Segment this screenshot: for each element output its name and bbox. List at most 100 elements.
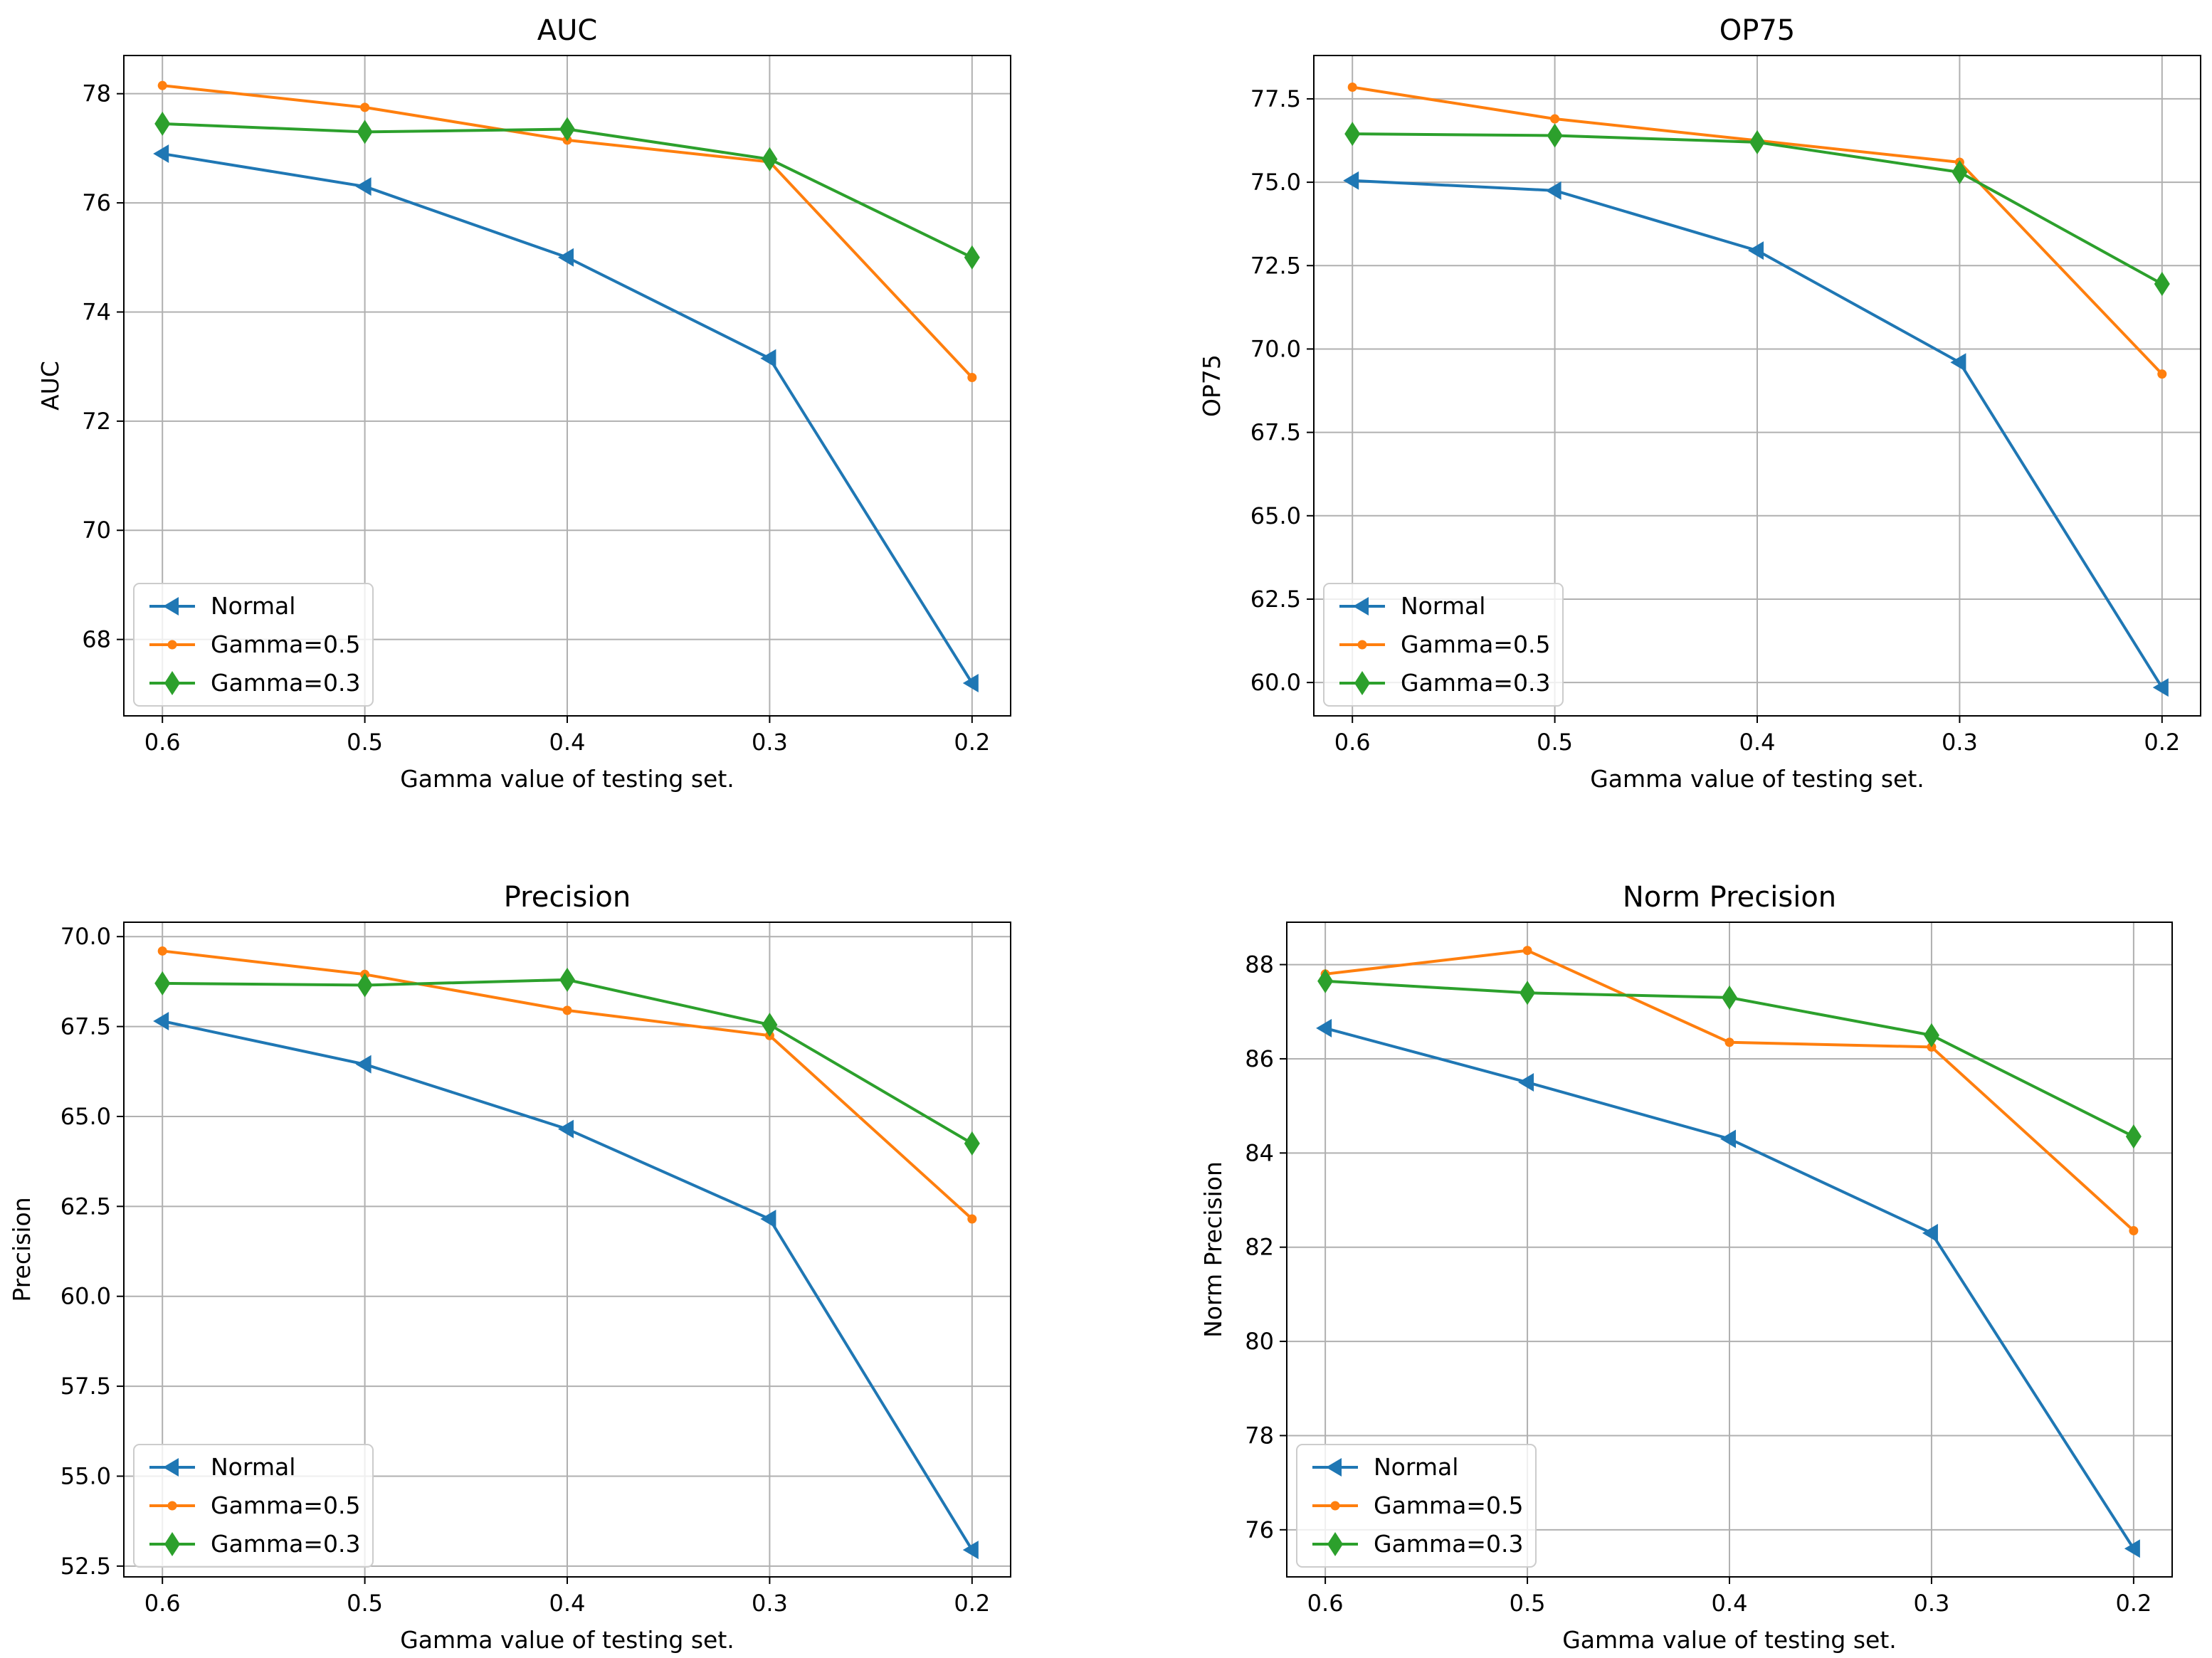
y-tick-label: 72 xyxy=(82,408,111,435)
data-point xyxy=(1316,1018,1332,1037)
x-tick-label: 0.4 xyxy=(1739,729,1776,756)
legend-marker xyxy=(1327,1532,1343,1556)
y-tick-label: 70 xyxy=(82,517,111,544)
y-tick-label: 86 xyxy=(1245,1045,1274,1072)
data-point xyxy=(2124,1539,2140,1558)
y-tick-label: 75.0 xyxy=(1250,169,1301,196)
y-tick-label: 82 xyxy=(1245,1234,1274,1261)
y-tick-label: 57.5 xyxy=(60,1373,111,1400)
legend-box xyxy=(133,583,374,707)
data-point xyxy=(762,147,778,171)
x-tick-label: 0.2 xyxy=(2115,1590,2152,1617)
data-point xyxy=(1722,985,1737,1010)
x-tick-label: 0.5 xyxy=(347,729,383,756)
y-tick-label: 62.5 xyxy=(60,1193,111,1220)
x-tick-label: 0.6 xyxy=(144,1590,181,1617)
data-point xyxy=(760,349,776,368)
y-tick-label: 52.5 xyxy=(60,1553,111,1580)
x-tick-label: 0.2 xyxy=(954,1590,990,1617)
data-point xyxy=(2157,369,2167,379)
data-point xyxy=(357,973,373,998)
y-tick-label: 80 xyxy=(1245,1328,1274,1355)
y-tick-label: 78 xyxy=(1245,1422,1274,1449)
data-point xyxy=(1923,1023,1939,1047)
data-point xyxy=(360,102,370,112)
y-tick-label: 72.5 xyxy=(1250,252,1301,279)
legend-entry: Gamma=0.5 xyxy=(211,1491,360,1519)
legend: Normal Gamma=0.5 Gamma=0.3 xyxy=(1323,583,1564,707)
legend-entry: Normal xyxy=(211,592,295,620)
y-tick-label: 65.0 xyxy=(1250,502,1301,529)
x-tick-label: 0.4 xyxy=(549,729,586,756)
legend-entry: Gamma=0.3 xyxy=(211,1530,360,1558)
x-tick-label: 0.3 xyxy=(1942,729,1978,756)
legend-box xyxy=(1296,1444,1537,1568)
x-tick-label: 0.5 xyxy=(1510,1590,1546,1617)
data-point xyxy=(1720,1129,1736,1149)
data-point xyxy=(2129,1226,2139,1236)
y-tick-label: 60.0 xyxy=(1250,669,1301,696)
data-point xyxy=(1547,123,1563,148)
legend-box xyxy=(133,1444,374,1568)
data-point xyxy=(962,673,979,692)
data-point xyxy=(1922,1223,1938,1242)
y-tick-label: 62.5 xyxy=(1250,586,1301,613)
x-tick-label: 0.6 xyxy=(1334,729,1371,756)
legend-entry: Normal xyxy=(211,1453,295,1481)
y-axis-label: AUC xyxy=(36,361,64,411)
x-tick-label: 0.3 xyxy=(1913,1590,1949,1617)
data-point xyxy=(760,1210,776,1229)
y-tick-label: 76 xyxy=(82,189,111,216)
x-tick-label: 0.6 xyxy=(1307,1590,1344,1617)
y-tick-label: 76 xyxy=(1245,1516,1274,1543)
data-point xyxy=(964,245,980,270)
x-tick-label: 0.3 xyxy=(752,729,788,756)
data-point xyxy=(1724,1037,1734,1047)
legend-entry: Gamma=0.3 xyxy=(1401,669,1550,697)
data-point xyxy=(1344,122,1361,147)
legend-entry: Gamma=0.3 xyxy=(1374,1530,1523,1558)
legend-marker xyxy=(1354,671,1370,695)
legend-marker xyxy=(1357,640,1367,650)
y-axis-label: Precision xyxy=(8,1197,36,1301)
legend-marker xyxy=(1330,1501,1340,1511)
x-tick-label: 0.2 xyxy=(2144,729,2180,756)
chart-title: Norm Precision xyxy=(1623,881,1836,914)
legend-marker xyxy=(164,1532,180,1556)
y-tick-label: 74 xyxy=(82,298,111,325)
legend-entry: Gamma=0.5 xyxy=(1374,1491,1523,1519)
legend-entry: Gamma=0.5 xyxy=(1401,630,1550,658)
chart-panel-1: 0.6 0.5 0.4 0.3 0.2 60.0 62.5 65.0 67.5 70.0 72.5 7… xyxy=(1198,14,2201,793)
data-point xyxy=(2152,678,2169,697)
x-axis-label: Gamma value of testing set. xyxy=(1590,765,1924,793)
data-point xyxy=(558,1119,574,1139)
y-axis-label: Norm Precision xyxy=(1199,1161,1227,1338)
x-tick-label: 0.5 xyxy=(1537,729,1573,756)
y-tick-label: 68 xyxy=(82,626,111,653)
legend-marker xyxy=(163,597,179,616)
y-tick-label: 67.5 xyxy=(60,1013,111,1040)
data-point xyxy=(558,248,574,267)
y-tick-label: 60.0 xyxy=(60,1283,111,1310)
data-point xyxy=(1520,981,1536,1005)
legend-entry: Normal xyxy=(1401,592,1485,620)
y-axis-label: OP75 xyxy=(1198,354,1226,417)
x-tick-label: 0.4 xyxy=(549,1590,586,1617)
data-point xyxy=(1343,171,1359,190)
chart-title: AUC xyxy=(537,14,598,47)
data-point xyxy=(2154,272,2170,297)
x-tick-label: 0.3 xyxy=(752,1590,788,1617)
legend-entry: Gamma=0.5 xyxy=(211,630,360,658)
data-point xyxy=(154,111,171,136)
y-tick-label: 70.0 xyxy=(1250,335,1301,362)
data-point xyxy=(153,144,169,164)
data-point xyxy=(967,1214,977,1224)
data-point xyxy=(154,971,171,996)
y-tick-label: 70.0 xyxy=(60,923,111,950)
legend-marker xyxy=(163,1458,179,1477)
data-point xyxy=(1518,1073,1534,1092)
legend: Normal Gamma=0.5 Gamma=0.3 xyxy=(1296,1444,1537,1568)
data-point xyxy=(967,372,977,382)
data-point xyxy=(1347,83,1357,93)
y-tick-label: 84 xyxy=(1245,1139,1274,1166)
